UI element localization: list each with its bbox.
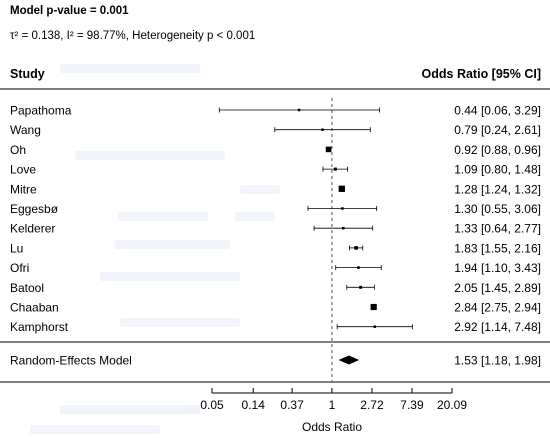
watermark-block: [75, 151, 225, 160]
study-name: Chaaban: [10, 301, 59, 315]
x-tick-label: 0.14: [242, 398, 266, 412]
study-name: Ofri: [10, 261, 29, 275]
point-estimate: [333, 167, 337, 171]
effect-label: 1.94 [1.10, 3.43]: [454, 261, 541, 275]
study-name: Mitre: [10, 182, 37, 196]
watermark-block: [60, 64, 200, 73]
study-name: Lu: [10, 241, 23, 255]
heterogeneity-text: τ² = 0.138, I² = 98.77%, Heterogeneity p…: [10, 30, 256, 42]
point-estimate: [342, 226, 345, 230]
watermark-block: [60, 405, 200, 414]
effect-label: 1.30 [0.55, 3.06]: [454, 202, 541, 216]
model-pvalue-text: Model p-value = 0.001: [10, 5, 129, 17]
effect-label: 1.28 [1.24, 1.32]: [454, 182, 541, 196]
point-estimate: [297, 108, 301, 112]
watermark-block: [235, 212, 275, 221]
point-estimate: [359, 285, 363, 289]
point-estimate: [321, 128, 324, 131]
summary-diamond: [338, 355, 360, 365]
effect-label: 0.79 [0.24, 2.61]: [454, 123, 541, 137]
watermark-block: [240, 185, 280, 194]
odds-ratio-column-header: Odds Ratio [95% CI]: [422, 67, 541, 81]
point-estimate: [325, 146, 332, 153]
point-estimate: [354, 246, 358, 250]
study-name: Love: [10, 163, 36, 177]
study-name: Kelderer: [10, 222, 55, 236]
effect-label: 0.44 [0.06, 3.29]: [454, 104, 541, 118]
study-name: Wang: [10, 123, 41, 137]
watermark-block: [120, 318, 240, 327]
x-tick-label: 0.37: [280, 398, 304, 412]
x-tick-label: 20.09: [437, 398, 467, 412]
x-tick-label: 2.72: [360, 398, 384, 412]
effect-label: 2.05 [1.45, 2.89]: [454, 281, 541, 295]
study-name: Batool: [10, 281, 44, 295]
study-name: Kamphorst: [10, 320, 69, 334]
effect-label: 1.33 [0.64, 2.77]: [454, 222, 541, 236]
effect-label: 2.92 [1.14, 7.48]: [454, 320, 541, 334]
x-tick-label: 1: [329, 398, 336, 412]
x-axis-label: Odds Ratio: [302, 420, 362, 434]
study-name: Papathoma: [10, 104, 72, 118]
point-estimate: [373, 325, 377, 328]
point-estimate: [338, 185, 345, 192]
watermark-block: [115, 240, 230, 249]
study-name: Oh: [10, 143, 26, 157]
summary-effect-label: 1.53 [1.18, 1.98]: [454, 354, 541, 368]
effect-label: 1.09 [0.80, 1.48]: [454, 163, 541, 177]
effect-label: 1.83 [1.55, 2.16]: [454, 241, 541, 255]
effect-label: 2.84 [2.75, 2.94]: [454, 301, 541, 315]
study-column-header: Study: [10, 67, 45, 81]
point-estimate: [357, 266, 360, 269]
watermark-block: [100, 272, 240, 281]
x-tick-label: 0.05: [200, 398, 224, 412]
x-tick-label: 7.39: [400, 398, 424, 412]
point-estimate: [341, 207, 344, 210]
watermark-block: [118, 212, 208, 221]
study-name: Eggesbø: [10, 202, 59, 216]
point-estimate: [370, 303, 377, 311]
effect-label: 0.92 [0.88, 0.96]: [454, 143, 541, 157]
summary-name: Random-Effects Model: [10, 354, 132, 368]
watermark-block: [30, 425, 160, 434]
